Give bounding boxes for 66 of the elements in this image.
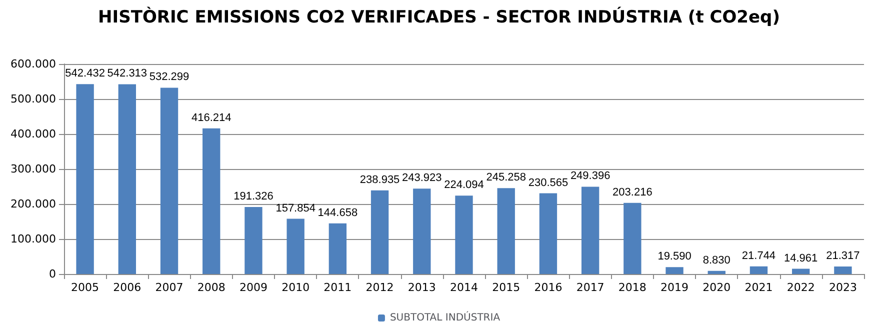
x-tick-label: 2015 [492,281,520,294]
data-label: 19.590 [658,250,692,263]
bar [624,202,642,274]
x-tick-label: 2005 [71,281,100,294]
bar [581,186,600,274]
x-tick-label: 2016 [534,281,562,294]
data-label: 14.961 [784,252,818,264]
y-tick-label: 0 [49,268,56,280]
bar [328,223,347,274]
data-label: 21.744 [742,250,776,262]
y-tick-label: 400.000 [10,128,56,140]
bar [370,190,389,274]
legend-label: SUBTOTAL INDÚSTRIA [390,310,500,324]
y-tick-label: 300.000 [10,162,56,176]
data-label: 230.565 [528,176,568,189]
bar [455,196,473,274]
bar [666,267,684,274]
x-tick-label: 2014 [450,281,478,294]
data-label: 191.326 [234,190,274,203]
bar [160,88,178,274]
data-label: 238.935 [360,174,400,186]
data-label: 8.830 [702,254,730,266]
x-tick-label: 2009 [239,281,268,294]
y-tick-label: 200.000 [10,198,56,210]
x-tick-label: 2023 [828,281,857,294]
bar [76,84,94,274]
x-tick-label: 2018 [618,281,646,294]
bar [750,266,768,274]
y-tick-label: 100.000 [10,232,56,246]
data-label: 416.214 [191,112,232,124]
bar [118,84,136,274]
data-label: 249.396 [570,170,610,182]
x-tick-label: 2006 [113,281,142,294]
x-tick-label: 2011 [324,281,352,294]
data-label: 157.854 [276,202,316,214]
x-tick-label: 2012 [366,281,394,294]
data-label: 245.258 [486,172,526,184]
x-tick-label: 2019 [660,281,689,294]
bar [539,193,558,274]
x-tick-label: 2021 [744,281,773,294]
data-label: 203.216 [612,186,652,198]
bar [244,207,262,274]
data-label: 144.658 [318,206,358,219]
bar [834,266,852,274]
x-tick-label: 2017 [576,281,604,294]
y-tick-label: 600.000 [10,58,56,70]
x-tick-label: 2010 [282,281,310,294]
data-label: 224.094 [444,179,484,192]
data-label: 532.299 [149,71,190,84]
data-label: 243.923 [402,172,442,184]
x-tick-label: 2022 [786,281,815,294]
data-label: 21.317 [826,250,860,262]
data-label: 542.432 [65,68,105,80]
x-tick-label: 2013 [408,281,436,294]
bar [413,188,431,274]
x-tick-label: 2007 [155,281,184,294]
bar [286,218,304,274]
bar [792,268,810,274]
x-tick-label: 2020 [702,281,731,294]
bar [202,128,220,274]
x-tick-label: 2008 [197,281,226,294]
y-tick-label: 500.000 [10,92,56,106]
data-label: 542.313 [107,68,148,80]
bar [708,270,726,274]
chart-title: HISTÒRIC EMISSIONS CO2 VERIFICADES - SECTOR INDÚSTRIA (t CO2eq) [98,6,780,28]
bar [497,188,515,274]
